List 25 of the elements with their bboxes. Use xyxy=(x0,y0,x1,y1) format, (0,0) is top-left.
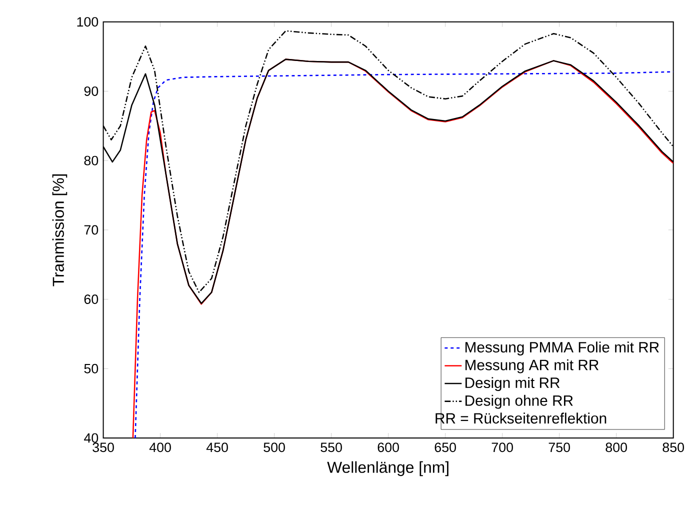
x-tick-label: 750 xyxy=(548,442,570,452)
annotation: RR = Rückseitenreflektion xyxy=(436,412,606,424)
y-tick-label: 40 xyxy=(84,433,98,443)
y-tick-label: 90 xyxy=(84,86,98,96)
y-tick-label: 100 xyxy=(77,17,98,27)
x-tick-label: 400 xyxy=(149,442,171,452)
x-axis-title: Wellenlänge [nm] xyxy=(327,462,448,476)
y-tick-label: 70 xyxy=(84,225,98,235)
x-tick-label: 700 xyxy=(492,442,513,452)
legend-label: Messung AR mit RR xyxy=(465,360,598,374)
legend-label: Design mit RR xyxy=(465,377,560,392)
y-tick-label: 80 xyxy=(84,156,98,166)
x-tick-label: 500 xyxy=(264,442,285,452)
x-tick-label: 550 xyxy=(320,442,342,452)
x-tick-label: 600 xyxy=(378,442,399,452)
x-tick-label: 850 xyxy=(662,442,684,452)
legend-label: Design ohne RR xyxy=(465,395,573,410)
y-axis-title: Tranmission [%] xyxy=(52,174,68,286)
legend-label: Messung PMMA Folie mit RR xyxy=(465,342,659,356)
x-tick-label: 350 xyxy=(92,442,114,452)
y-tick-label: 50 xyxy=(84,364,98,374)
y-tick-label: 60 xyxy=(84,294,98,304)
x-tick-label: 450 xyxy=(206,442,228,452)
x-tick-label: 800 xyxy=(606,442,627,452)
x-tick-label: 650 xyxy=(434,442,456,452)
